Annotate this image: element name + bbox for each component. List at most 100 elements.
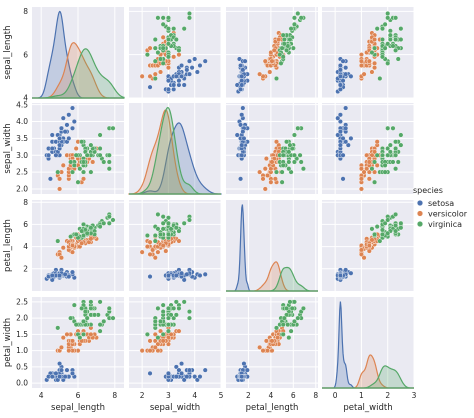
point-virginica xyxy=(97,145,103,151)
y-tick-label-petal_width: 0.5 xyxy=(16,362,28,371)
point-setosa xyxy=(71,119,77,125)
point-setosa xyxy=(49,132,55,138)
point-virginica xyxy=(385,145,391,151)
point-virginica xyxy=(155,226,161,232)
point-versicolor xyxy=(366,58,372,64)
point-virginica xyxy=(382,45,388,51)
point-setosa xyxy=(57,135,63,141)
point-setosa xyxy=(64,122,70,128)
point-setosa xyxy=(343,125,349,131)
point-virginica xyxy=(273,325,279,331)
point-virginica xyxy=(385,217,391,223)
point-versicolor xyxy=(271,47,277,53)
panel-petal_width-vs-petal_length xyxy=(226,297,318,388)
point-virginica xyxy=(158,56,164,62)
point-virginica xyxy=(374,26,380,32)
point-setosa xyxy=(69,370,75,376)
point-virginica xyxy=(77,335,83,341)
point-virginica xyxy=(106,166,112,172)
point-setosa xyxy=(343,71,349,77)
point-versicolor xyxy=(374,139,380,145)
point-virginica xyxy=(369,226,375,232)
point-versicolor xyxy=(58,344,64,350)
point-setosa xyxy=(176,82,182,88)
point-versicolor xyxy=(262,166,268,172)
point-virginica xyxy=(69,169,75,175)
point-virginica xyxy=(158,231,164,237)
point-virginica xyxy=(300,305,306,311)
point-setosa xyxy=(337,272,343,278)
point-setosa xyxy=(238,176,244,182)
point-virginica xyxy=(291,299,297,305)
point-setosa xyxy=(179,361,185,367)
point-virginica xyxy=(285,322,291,328)
point-versicolor xyxy=(366,159,372,165)
point-virginica xyxy=(165,322,171,328)
point-setosa xyxy=(58,367,64,373)
y-tick-label-sepal_width: 4.0 xyxy=(16,117,28,126)
point-versicolor xyxy=(90,159,96,165)
point-virginica xyxy=(155,50,161,56)
point-virginica xyxy=(291,318,297,324)
point-versicolor xyxy=(139,348,145,354)
point-virginica xyxy=(81,331,87,337)
point-virginica xyxy=(171,315,177,321)
point-versicolor xyxy=(267,69,273,75)
point-versicolor xyxy=(58,255,64,261)
point-versicolor xyxy=(366,176,372,182)
point-virginica xyxy=(165,37,171,43)
point-versicolor xyxy=(69,242,75,248)
y-tick-label-petal_width: 2.5 xyxy=(16,297,28,306)
point-versicolor xyxy=(57,176,63,182)
density-virginica xyxy=(32,48,125,99)
x-axis-label-petal_length: petal_length xyxy=(246,403,299,413)
point-setosa xyxy=(173,272,179,278)
point-virginica xyxy=(152,58,158,64)
point-virginica xyxy=(186,315,192,321)
point-setosa xyxy=(179,73,185,79)
point-versicolor xyxy=(176,328,182,334)
point-versicolor xyxy=(152,344,158,350)
point-virginica xyxy=(369,166,375,172)
point-virginica xyxy=(97,224,103,230)
point-versicolor xyxy=(358,251,364,257)
point-setosa xyxy=(181,377,187,383)
point-virginica xyxy=(186,15,192,21)
point-virginica xyxy=(176,228,182,234)
point-setosa xyxy=(186,58,192,64)
point-virginica xyxy=(379,37,385,43)
point-setosa xyxy=(194,69,200,75)
point-virginica xyxy=(387,37,393,43)
point-virginica xyxy=(152,318,158,324)
y-tick-label-sepal_width: 2.0 xyxy=(16,185,28,194)
point-setosa xyxy=(239,374,245,380)
point-versicolor xyxy=(57,186,63,192)
point-virginica xyxy=(81,233,87,239)
point-virginica xyxy=(393,228,399,234)
y-tick-label-petal_length: 6 xyxy=(23,220,28,229)
point-virginica xyxy=(160,331,166,337)
point-versicolor xyxy=(265,172,271,178)
point-versicolor xyxy=(263,156,269,162)
point-versicolor xyxy=(176,52,182,58)
point-versicolor xyxy=(155,341,161,347)
point-virginica xyxy=(55,238,61,244)
point-versicolor xyxy=(269,58,275,64)
point-virginica xyxy=(288,26,294,32)
point-versicolor xyxy=(257,169,263,175)
y-tick-label-petal_width: 2.0 xyxy=(16,314,28,323)
point-setosa xyxy=(66,274,72,280)
point-virginica xyxy=(393,139,399,145)
point-virginica xyxy=(160,226,166,232)
point-virginica xyxy=(280,54,286,60)
point-versicolor xyxy=(269,159,275,165)
point-setosa xyxy=(49,374,55,380)
point-setosa xyxy=(69,125,75,131)
point-virginica xyxy=(273,75,279,81)
point-versicolor xyxy=(139,73,145,79)
y-axis-label-petal_length: petal_length xyxy=(3,219,13,272)
point-versicolor xyxy=(358,58,364,64)
point-virginica xyxy=(385,10,391,16)
point-virginica xyxy=(280,322,286,328)
point-virginica xyxy=(385,41,391,47)
